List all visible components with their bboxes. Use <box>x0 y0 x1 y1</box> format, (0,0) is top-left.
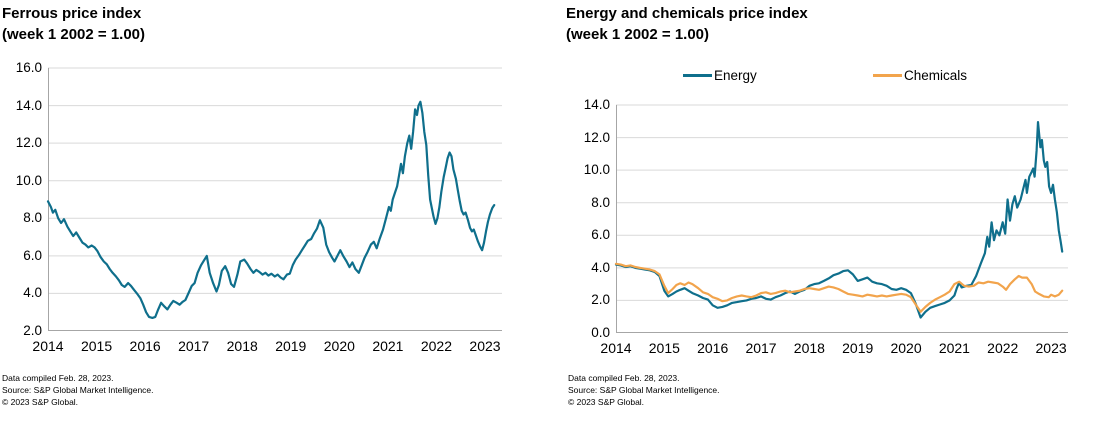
ferrous-chart-panel: Ferrous price index (week 1 2002 = 1.00) … <box>2 3 502 408</box>
y-tick-label: 8.0 <box>591 194 610 210</box>
x-tick-label: 2017 <box>178 338 210 354</box>
plot-canvas <box>614 104 1068 333</box>
plot-canvas <box>46 67 502 331</box>
footnote-source: Source: S&P Global Market Intelligence. <box>568 385 720 395</box>
ferrous-chart-title: Ferrous price index (week 1 2002 = 1.00) <box>2 3 145 45</box>
x-tick-label: 2022 <box>987 340 1019 356</box>
series-line-chemicals <box>614 262 1064 313</box>
energy-chemicals-plot-area <box>614 104 1068 333</box>
y-tick-label: 16.0 <box>15 60 42 75</box>
legend-item-energy: Energy <box>683 66 757 84</box>
series-line-energy <box>614 121 1064 319</box>
x-tick-label: 2016 <box>697 340 729 356</box>
x-tick-label: 2015 <box>80 338 113 354</box>
footnote-data-compiled: Data compiled Feb. 28, 2023. <box>568 373 680 383</box>
energy-line-swatch-icon <box>683 73 712 77</box>
ferrous-plot-area <box>46 67 502 331</box>
footnote-copyright: © 2023 S&P Global. <box>568 397 645 407</box>
ferrous-title-line: Ferrous price index <box>2 5 142 22</box>
footnote-copyright: © 2023 S&P Global. <box>2 397 79 407</box>
y-tick-label: 2.0 <box>591 292 610 308</box>
x-tick-label: 2022 <box>420 338 453 354</box>
x-tick-label: 2018 <box>226 338 258 354</box>
y-tick-label: 12.0 <box>15 135 42 151</box>
y-tick-label: 4.0 <box>23 285 42 301</box>
x-tick-label: 2019 <box>842 340 874 356</box>
x-tick-label: 2021 <box>372 338 404 354</box>
y-tick-label: 12.0 <box>583 129 610 145</box>
energy-chemicals-chart-title: Energy and chemicals price index (week 1 … <box>566 3 808 45</box>
energy-chemicals-footnotes: Data compiled Feb. 28, 2023. Source: S&P… <box>568 372 720 408</box>
x-tick-label: 2015 <box>648 340 680 356</box>
x-tick-label: 2014 <box>32 338 64 354</box>
x-tick-label: 2019 <box>275 338 307 354</box>
legend-item-chemicals: Chemicals <box>873 66 967 84</box>
y-tick-label: 14.0 <box>583 97 610 112</box>
footnote-source: Source: S&P Global Market Intelligence. <box>2 385 154 395</box>
x-tick-label: 2018 <box>793 340 825 356</box>
y-tick-label: 0.0 <box>591 325 610 340</box>
ferrous-subtitle-line: (week 1 2002 = 1.00) <box>2 26 146 43</box>
legend-label-chemicals: Chemicals <box>904 67 968 83</box>
x-tick-label: 2023 <box>1035 340 1067 356</box>
x-tick-label: 2020 <box>890 340 922 356</box>
x-tick-label: 2016 <box>129 338 161 354</box>
energy-chemicals-chart-panel: Energy and chemicals price index (week 1 … <box>553 0 1106 424</box>
y-tick-label: 6.0 <box>23 247 42 263</box>
ferrous-footnotes: Data compiled Feb. 28, 2023. Source: S&P… <box>2 372 154 408</box>
energy-subtitle-line: (week 1 2002 = 1.00) <box>566 26 710 43</box>
y-tick-label: 6.0 <box>591 227 610 243</box>
x-tick-label: 2020 <box>323 338 355 354</box>
footnote-data-compiled: Data compiled Feb. 28, 2023. <box>2 373 114 383</box>
y-tick-label: 2.0 <box>23 323 42 338</box>
chemicals-line-swatch-icon <box>873 73 902 77</box>
y-tick-label: 4.0 <box>591 259 610 275</box>
y-tick-label: 8.0 <box>23 210 42 226</box>
energy-title-line: Energy and chemicals price index <box>566 5 808 22</box>
y-tick-label: 14.0 <box>15 97 42 113</box>
legend: Energy Chemicals <box>553 66 1106 84</box>
x-tick-label: 2023 <box>469 338 501 354</box>
y-tick-label: 10.0 <box>15 172 42 188</box>
x-tick-label: 2021 <box>938 340 970 356</box>
x-tick-label: 2014 <box>600 340 632 356</box>
y-tick-label: 10.0 <box>583 162 610 178</box>
x-tick-label: 2017 <box>745 340 777 356</box>
series-line-ferrous <box>46 100 496 319</box>
legend-label-energy: Energy <box>714 67 757 83</box>
